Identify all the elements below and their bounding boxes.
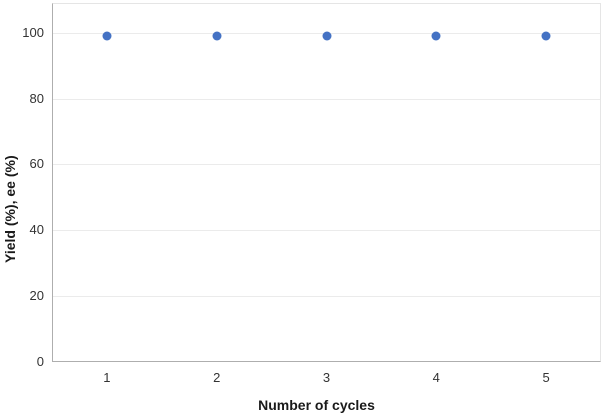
gridline	[53, 230, 600, 231]
y-tick-label: 80	[29, 90, 44, 106]
plot-area	[52, 3, 601, 362]
gridline	[53, 296, 600, 297]
x-tick-label: 1	[103, 370, 111, 385]
x-tick-label: 5	[542, 370, 550, 385]
x-axis-title: Number of cycles	[258, 397, 375, 413]
data-point	[102, 31, 112, 41]
data-point	[541, 31, 551, 41]
gridline	[53, 99, 600, 100]
y-tick-label: 60	[29, 156, 44, 172]
data-point	[212, 31, 222, 41]
x-tick-label: 3	[322, 370, 331, 385]
gridline	[53, 164, 600, 165]
y-tick-label: 0	[36, 354, 44, 369]
x-tick-label: 2	[213, 370, 221, 385]
data-point	[431, 31, 441, 41]
x-tick-label: 4	[432, 370, 440, 385]
y-tick-label: 40	[29, 222, 44, 238]
y-tick-label: 20	[29, 288, 44, 304]
data-point	[322, 31, 331, 41]
y-tick-label: 100	[22, 24, 44, 40]
